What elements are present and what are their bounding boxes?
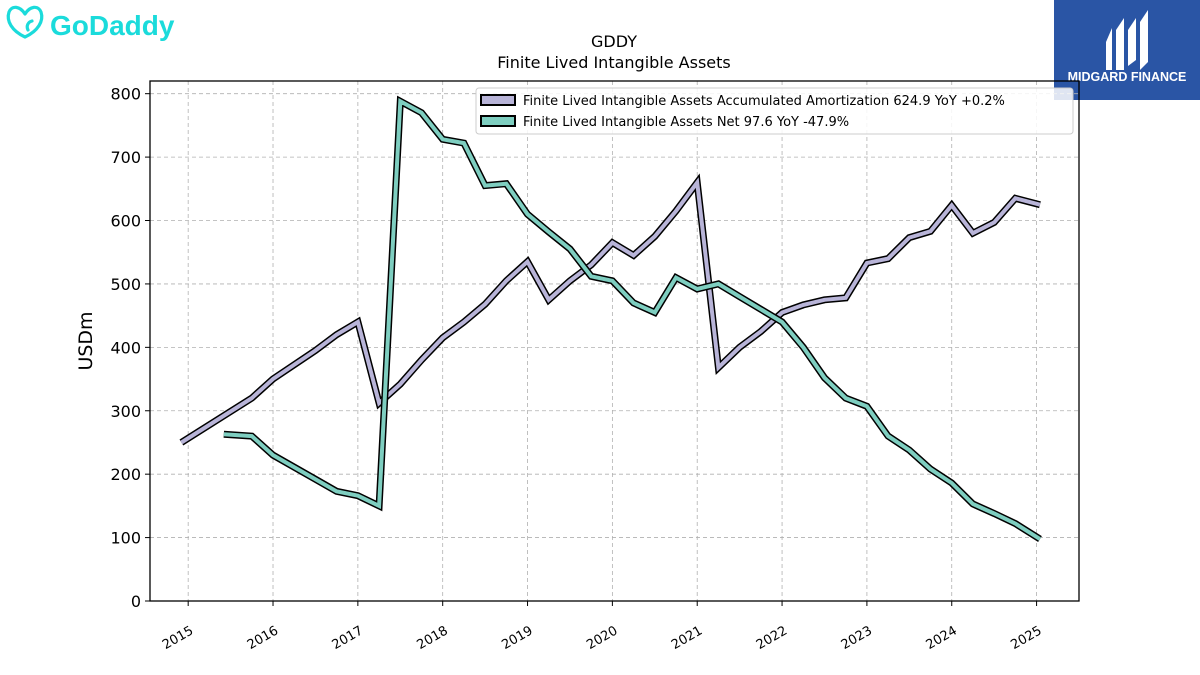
series-line-net [223,98,1042,541]
chart-title: GDDY [591,32,637,51]
legend-swatch-amortization [480,94,516,106]
series-line-outline-amortization [179,173,1041,446]
grid [150,81,1079,602]
legend-box [475,87,1074,135]
x-tick-label: 2016 [245,623,281,653]
y-tick-label: 100 [110,529,141,548]
legend-swatch-net [480,115,516,127]
y-tick-label: 0 [131,592,141,611]
series-line-amortization [180,177,1041,445]
y-axis-label: USDm [75,311,97,370]
midgard-finance-logo: MIDGARD FINANCE [1054,0,1200,100]
legend-label-net: Finite Lived Intangible Assets Net 97.6 … [523,115,849,130]
x-axis-ticks: 2015 2016 2017 2018 2019 2020 2021 2022 2023 2024… [160,601,1045,653]
godaddy-logo-text: GoDaddy [50,10,175,41]
x-tick-label: 2017 [330,623,366,653]
y-tick-label: 700 [110,148,141,167]
midgard-logo-icon: MIDGARD FINANCE [1068,10,1187,84]
x-tick-label: 2020 [584,623,620,653]
y-tick-label: 300 [110,402,141,421]
x-tick-label: 2023 [839,623,875,653]
midgard-logo-text: MIDGARD FINANCE [1068,70,1187,84]
x-tick-label: 2018 [415,623,451,653]
x-tick-label: 2019 [499,623,535,653]
godaddy-logo-icon: GoDaddy [6,5,175,41]
godaddy-logo: GoDaddy [4,2,194,46]
y-tick-label: 600 [110,212,141,231]
y-axis-ticks: 0 100 200 300 400 500 600 700 800 [110,85,150,611]
x-tick-label: 2025 [1008,623,1044,653]
series-line-outline-net [223,95,1042,543]
series-lines [179,95,1042,543]
legend: Finite Lived Intangible Assets Accumulat… [475,87,1074,135]
plot-frame [149,80,1080,602]
x-tick-label: 2015 [160,623,196,653]
legend-label-amortization: Finite Lived Intangible Assets Accumulat… [523,94,1005,109]
y-tick-label: 800 [110,85,141,104]
x-tick-label: 2024 [924,623,960,653]
chart-subtitle: Finite Lived Intangible Assets [497,53,730,72]
y-tick-label: 500 [110,275,141,294]
x-tick-label: 2022 [754,623,790,653]
x-tick-label: 2021 [669,623,705,653]
y-tick-label: 200 [110,465,141,484]
y-tick-label: 400 [110,338,141,357]
